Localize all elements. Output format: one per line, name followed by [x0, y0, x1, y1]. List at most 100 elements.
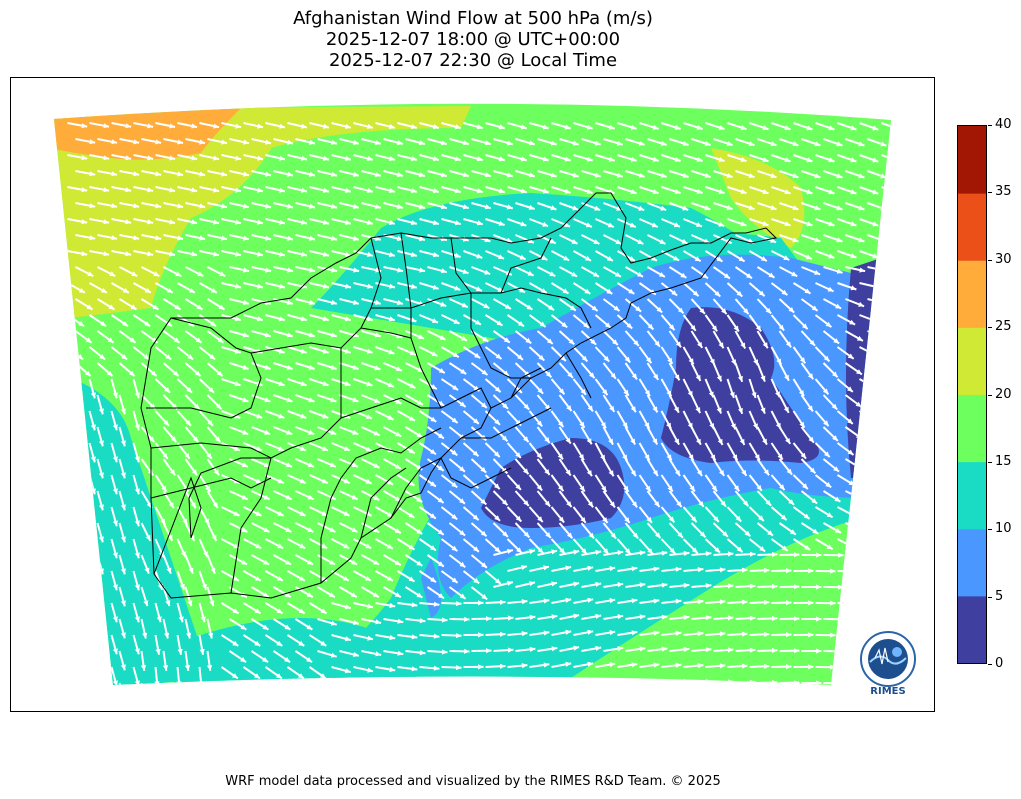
wind-arrow-head [367, 635, 373, 641]
wind-arrow-head [638, 205, 645, 211]
wind-arrow-head [199, 648, 205, 655]
wind-arrow-head [134, 616, 140, 623]
wind-arrow-head [285, 462, 292, 468]
wind-arrow-head [762, 157, 769, 163]
wind-arrow-head [893, 543, 899, 548]
wind-arrow-head [609, 630, 616, 636]
wind-arrow-head [120, 632, 126, 639]
wind-arrow-head [808, 664, 814, 670]
wind-arrow-shaft [889, 170, 891, 179]
wind-arrow-shaft [881, 410, 891, 420]
wind-arrow-head [90, 552, 96, 559]
wind-arrow-head [661, 582, 668, 588]
wind-arrow-head [850, 253, 857, 259]
wind-arrow-shaft [272, 682, 291, 685]
wind-arrow-head [307, 559, 314, 565]
wind-arrow-head [762, 221, 769, 227]
wind-arrow-head [329, 527, 336, 532]
wind-arrow-head [472, 514, 479, 521]
wind-arrow-shaft [881, 538, 891, 550]
wind-arrow-head [852, 568, 858, 574]
wind-arrow-head [155, 139, 162, 145]
boundary-11 [410, 308, 442, 409]
wind-arrow-head [516, 547, 522, 553]
wind-arrow-head [98, 408, 104, 415]
wind-arrow-head [654, 501, 660, 507]
wind-arrow-head [741, 567, 748, 573]
wind-arrow-head [708, 391, 714, 398]
wind-arrow-head [564, 188, 571, 194]
wind-arrow-shaft [867, 394, 886, 406]
colorbar [957, 125, 987, 664]
wind-arrow-head [772, 615, 778, 622]
wind-arrow-head [682, 172, 689, 178]
wind-arrow-head [199, 235, 206, 241]
wind-arrow-head [830, 568, 836, 574]
wind-arrow-shaft [867, 330, 887, 340]
wind-arrow-head [221, 139, 228, 145]
wind-arrow-head [344, 604, 351, 610]
wind-arrow-head [644, 390, 650, 397]
wind-arrow-head [562, 288, 569, 294]
wind-arrow-head [89, 203, 96, 209]
wind-arrow-head [144, 287, 151, 293]
boundary-17 [390, 457, 442, 519]
wind-arrow-head [144, 567, 150, 574]
colorbar-segment [958, 528, 986, 597]
wind-arrow-head [286, 364, 293, 370]
wind-arrow-head [397, 140, 403, 146]
wind-arrow-head [109, 271, 116, 277]
wind-arrow-head [816, 648, 822, 654]
wind-arrow-head [880, 237, 887, 243]
wind-arrow-head [792, 205, 799, 211]
wind-arrow-head [595, 645, 602, 651]
wind-arrow-head [197, 271, 204, 277]
wind-arrow-head [154, 681, 160, 685]
wind-arrow-head [546, 338, 553, 344]
wind-arrow-head [792, 237, 799, 243]
wind-arrow-head [81, 123, 88, 129]
wind-arrow-head [196, 304, 203, 310]
wind-arrow-head [156, 616, 162, 623]
wind-arrow-head [431, 351, 438, 356]
wind-arrow-head [440, 301, 447, 307]
wind-arrow-head [591, 305, 598, 311]
colorbar-segment [958, 595, 986, 663]
wind-arrow-head [352, 397, 359, 403]
wind-arrow-head [353, 652, 359, 657]
wind-arrow-head [306, 624, 313, 630]
wind-arrow-head [652, 189, 659, 194]
wind-arrow-head [486, 616, 492, 622]
wind-arrow-shaft [889, 554, 891, 558]
wind-arrow-head [740, 221, 747, 227]
wind-arrow-head [235, 155, 241, 161]
wind-arrow-head [473, 418, 479, 424]
wind-arrow-head [814, 237, 821, 243]
wind-arrow-head [68, 456, 74, 463]
wind-arrow-head [565, 437, 571, 444]
wind-arrow-head [714, 547, 721, 553]
wind-arrow-head [367, 283, 373, 289]
wind-arrow-head [872, 125, 879, 131]
wind-arrow-head [879, 399, 886, 405]
wind-arrow-head [103, 123, 110, 129]
wind-arrow-head [85, 337, 92, 343]
wind-arrow-shaft [881, 314, 891, 322]
wind-arrow-head [320, 608, 327, 614]
wind-arrow-head [112, 616, 118, 623]
wind-arrow-head [437, 529, 444, 535]
wind-arrow-shaft [66, 666, 74, 685]
wind-arrow-shaft [66, 442, 74, 463]
wind-arrow-head [162, 453, 168, 459]
wind-arrow-head [550, 205, 557, 211]
wind-arrow-head [165, 600, 171, 607]
wind-arrow-head [529, 581, 535, 587]
wind-arrow-head [365, 478, 372, 484]
colorbar-tick-label: 35 [988, 185, 1012, 199]
wind-arrow-shaft [74, 458, 82, 479]
wind-arrow-head [342, 575, 349, 581]
wind-arrow-head [351, 494, 358, 500]
wind-arrow-head [772, 583, 778, 590]
wind-arrow-head [367, 667, 373, 673]
wind-arrow-head [682, 140, 689, 146]
